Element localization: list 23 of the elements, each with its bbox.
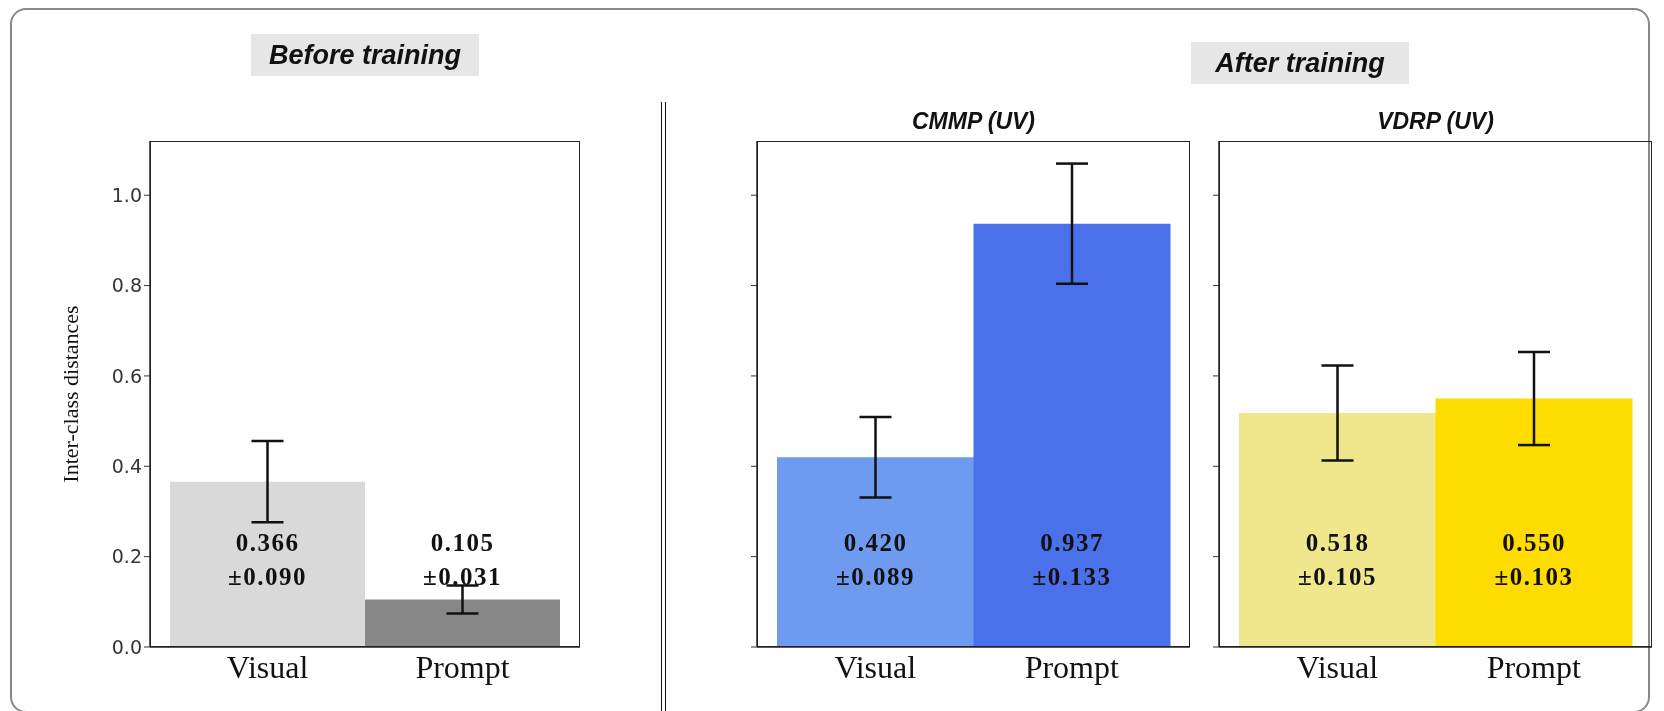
data-label: 0.937 ±0.133 [1032, 529, 1112, 590]
data-label: 0.366 ±0.090 [228, 529, 307, 590]
y-axis-title: Inter-class distances [57, 305, 83, 483]
data-label: 0.550 ±0.103 [1494, 529, 1574, 590]
text: After training [1191, 42, 1409, 84]
x-tick-label: Visual [226, 648, 309, 685]
x-tick-label: Prompt [1486, 648, 1581, 685]
y-tick-label: 0.4 [111, 454, 142, 477]
data-label: 0.420 ±0.089 [836, 529, 915, 590]
y-tick-label: 0.8 [111, 274, 142, 297]
chart-title: Before training [250, 34, 480, 76]
y-tick-label: 0.6 [111, 364, 142, 387]
data-label: 0.105 ±0.031 [423, 529, 502, 590]
y-tick-label: 0.2 [111, 545, 142, 568]
x-tick-label: Prompt [415, 648, 510, 685]
data-label: 0.518 ±0.105 [1298, 529, 1377, 590]
x-tick-label: Visual [834, 648, 917, 685]
chart-title: VDRP (UV) [1377, 108, 1494, 134]
x-tick-label: Visual [1296, 648, 1379, 685]
x-tick-label: Prompt [1024, 648, 1119, 685]
y-tick-label: 1.0 [111, 183, 142, 206]
chart-title: CMMP (UV) [911, 108, 1036, 134]
y-tick-label: 0.0 [111, 635, 142, 658]
